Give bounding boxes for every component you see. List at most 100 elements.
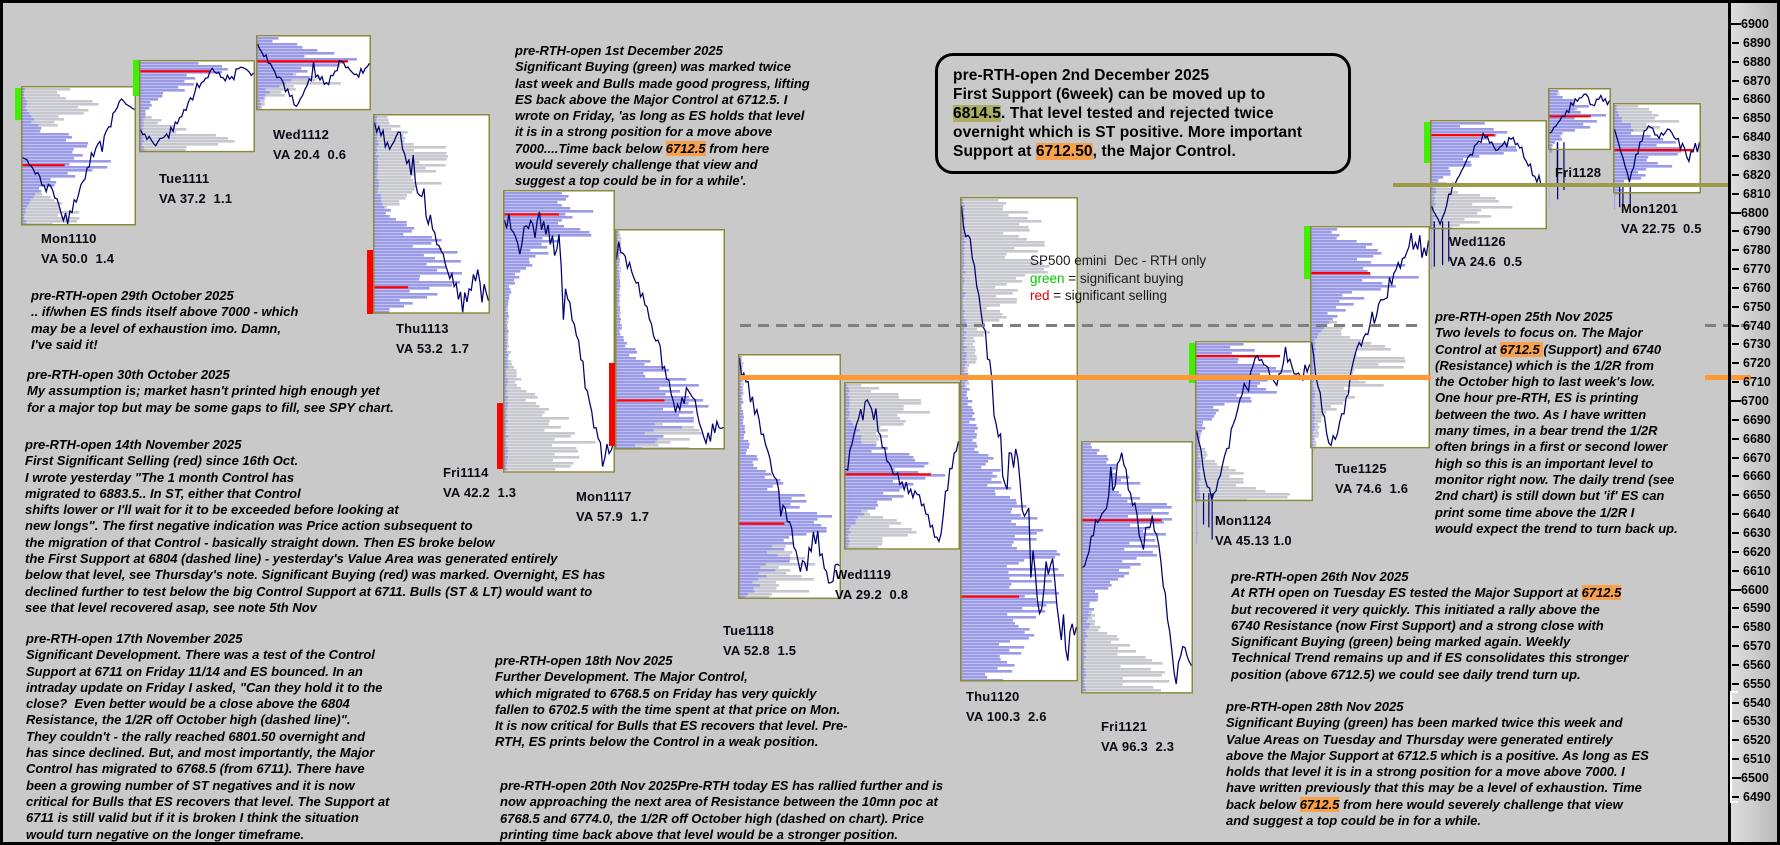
highlighted-value: 6712.5 <box>1500 341 1544 357</box>
significant-buying-mark-Mon1124 <box>1189 342 1195 383</box>
axis-tick-6790 <box>1732 230 1739 232</box>
text-segment: Technical Trend remains up and if ES con… <box>1231 650 1629 666</box>
text-segment: (Resistance) which is the 1/2R from <box>1435 357 1654 373</box>
axis-tick-6650 <box>1732 494 1739 496</box>
text-segment: would turn negative on the longer timefr… <box>26 826 305 842</box>
significant-buying-mark-Mon1110 <box>15 88 21 121</box>
text-segment: fallen to 6702.5 with the time spent at … <box>495 701 841 717</box>
axis-label-6730: 6730 <box>1743 337 1771 351</box>
text-segment: below that level, see Thursday's note. S… <box>25 567 606 583</box>
text-segment: 2nd chart) is still down but 'if' ES can <box>1435 488 1665 504</box>
axis-tick-6530 <box>1732 720 1739 722</box>
axis-label-6800: 6800 <box>1741 206 1769 220</box>
text-segment: have written previously that this may be… <box>1226 780 1642 796</box>
axis-tick-6580 <box>1732 626 1739 628</box>
axis-label-6520: 6520 <box>1743 733 1771 747</box>
axis-label-6740: 6740 <box>1743 319 1771 333</box>
text-segment: pre-RTH-open 29th October 2025 <box>31 288 234 303</box>
axis-label-6710: 6710 <box>1743 375 1771 389</box>
profile-Fri1121 <box>1081 440 1193 694</box>
text-segment: 6711 is still valid but if it is broken … <box>26 810 359 826</box>
axis-label-6780: 6780 <box>1743 243 1771 257</box>
day-label-Tue1118: Tue1118 VA 52.8 1.5 <box>723 623 797 658</box>
axis-label-6490: 6490 <box>1743 790 1771 804</box>
axis-label-6900: 6900 <box>1741 17 1769 31</box>
axis-label-6640: 6640 <box>1743 507 1771 521</box>
level-first-support-6814-5 <box>1393 183 1728 187</box>
note-28nov: pre-RTH-open 28th Nov 2025 Significant Bu… <box>1226 699 1649 829</box>
axis-label-6580: 6580 <box>1743 620 1771 634</box>
axis-tick-6570 <box>1732 645 1739 647</box>
text-segment: suggest a top could be in for a while'. <box>515 173 747 189</box>
axis-tick-6820 <box>1732 174 1739 176</box>
axis-tick-6680 <box>1732 438 1739 440</box>
axis-tick-6890 <box>1732 42 1739 44</box>
text-segment: print some time above the 1/2R I <box>1435 504 1635 520</box>
day-label-Mon1201: Mon1201 VA 22.75 0.5 <box>1621 201 1702 236</box>
significant-buying-mark-Tue1111 <box>133 59 139 96</box>
axis-tick-6800 <box>1728 212 1741 214</box>
axis-tick-6600 <box>1728 589 1741 591</box>
text-segment: My assumption is; market hasn't printed … <box>27 383 380 399</box>
axis-tick-6690 <box>1732 419 1739 421</box>
axis-tick-6730 <box>1732 343 1739 345</box>
text-segment: = significant selling <box>1049 288 1167 303</box>
text-segment: 6768.5 and 6774.0, the 1/2R off October … <box>500 810 924 826</box>
axis-label-6650: 6650 <box>1743 488 1771 502</box>
axis-tick-6640 <box>1732 513 1739 515</box>
axis-label-6530: 6530 <box>1743 714 1771 728</box>
text-segment: printing time back above that level woul… <box>500 826 899 842</box>
highlighted-value: 6712.5 <box>665 140 706 156</box>
axis-label-6660: 6660 <box>1743 469 1771 483</box>
axis-tick-6740 <box>1732 325 1739 327</box>
axis-label-6830: 6830 <box>1743 149 1771 163</box>
text-segment: been a growing number of ST negatives an… <box>26 777 355 793</box>
axis-label-6620: 6620 <box>1743 545 1771 559</box>
text-segment: Two levels to focus on. The Major <box>1435 325 1643 341</box>
highlighted-value: 6712.5 <box>1299 796 1340 812</box>
axis-tick-6620 <box>1732 551 1739 553</box>
day-label-Mon1117: Mon1117 VA 57.9 1.7 <box>576 489 650 524</box>
text-segment: (Support) and 6740 <box>1543 341 1662 357</box>
axis-label-6850: 6850 <box>1743 111 1771 125</box>
text-segment: often brings in a first or second lower <box>1435 439 1668 455</box>
axis-label-6720: 6720 <box>1743 356 1771 370</box>
axis-tick-6880 <box>1732 61 1739 63</box>
text-segment: Support at 6711 on Friday 11/14 and ES b… <box>26 663 363 679</box>
text-segment: wrote on Friday, 'as long as ES holds th… <box>515 108 805 124</box>
highlighted-value: green <box>1030 270 1065 286</box>
highlighted-value: 6712.5 <box>1581 585 1622 601</box>
text-segment: pre-RTH-open 14th November 2025 <box>25 437 242 452</box>
text-segment: Significant Development. There was a tes… <box>26 647 375 663</box>
axis-label-6680: 6680 <box>1743 432 1771 446</box>
axis-tick-6830 <box>1732 155 1739 157</box>
text-segment: . That level tested and rejected twice <box>1001 105 1274 122</box>
axis-label-6540: 6540 <box>1743 696 1771 710</box>
profile-Mon1110 <box>21 86 136 226</box>
axis-tick-6500 <box>1728 777 1741 779</box>
axis-label-6700: 6700 <box>1741 394 1769 408</box>
text-segment: pre-RTH-open 2nd December 2025 <box>953 67 1210 84</box>
text-segment: may be a level of exhaustion imo. Damn, <box>31 320 281 336</box>
profile-Tue1125 <box>1310 225 1430 449</box>
note-25nov: pre-RTH-open 25th Nov 2025 Two levels to … <box>1435 309 1678 537</box>
profile-Mon1124 <box>1195 340 1313 544</box>
text-segment: Control at <box>1435 341 1500 357</box>
day-label-Fri1121: Fri1121 VA 96.3 2.3 <box>1101 719 1175 754</box>
axis-tick-6520 <box>1732 739 1739 741</box>
axis-tick-6870 <box>1732 80 1739 82</box>
text-segment: high so this is an important level to <box>1435 455 1654 471</box>
text-segment: Value Areas on Tuesday and Thursday were… <box>1226 731 1613 747</box>
level-half-r-resistance-6740 <box>740 324 1421 327</box>
axis-tick-6770 <box>1732 268 1739 270</box>
profile-Wed1112 <box>256 35 371 111</box>
significant-buying-mark-Wed1126 <box>1424 122 1430 164</box>
note-18nov: pre-RTH-open 18th Nov 2025 Further Develo… <box>495 653 848 751</box>
axis-label-6610: 6610 <box>1743 564 1771 578</box>
axis-label-6500: 6500 <box>1741 771 1769 785</box>
significant-selling-mark-Fri1114 <box>497 402 503 469</box>
significant-selling-mark-Mon1117 <box>609 363 615 447</box>
text-segment: SP500 emini Dec - RTH only <box>1030 253 1207 268</box>
text-segment: back below <box>1226 796 1300 812</box>
axis-label-6670: 6670 <box>1743 451 1771 465</box>
